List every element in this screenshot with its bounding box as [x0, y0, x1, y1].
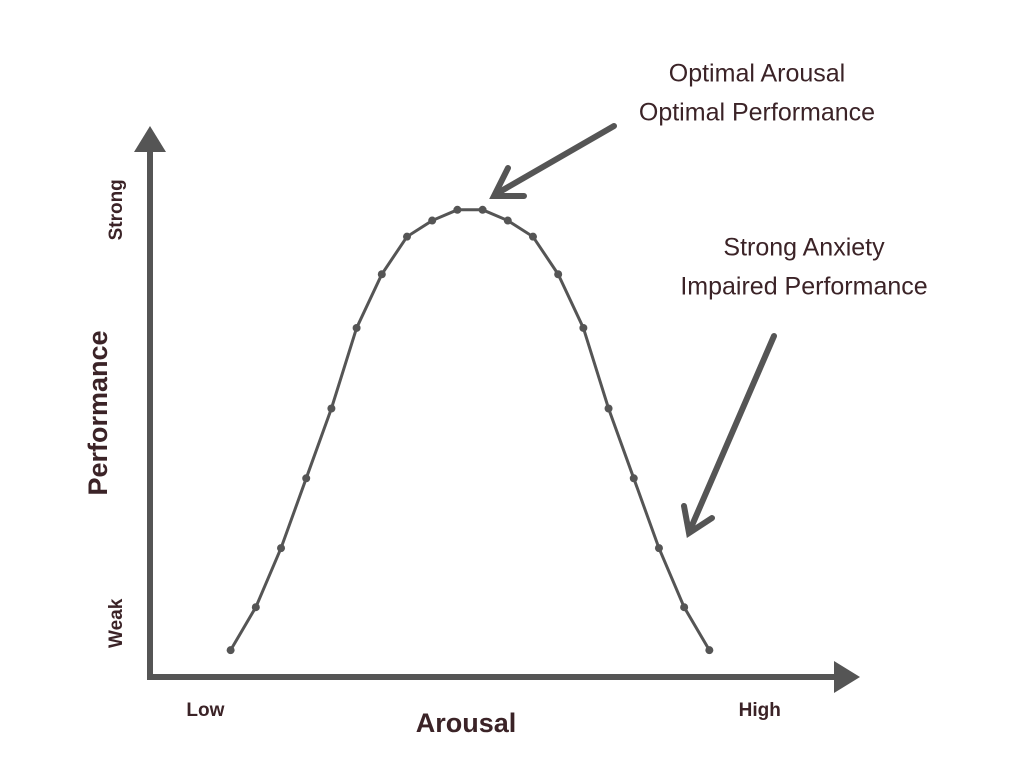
point — [680, 603, 689, 612]
point — [277, 544, 286, 553]
annotation: Optimal Performance — [639, 99, 875, 127]
annotation: Impaired Performance — [680, 273, 927, 301]
x-tick-label: Low — [186, 700, 224, 721]
point — [629, 474, 638, 483]
y-tick-label: Strong — [106, 179, 127, 240]
annotation: Strong Anxiety — [723, 234, 885, 262]
annotation-arrows — [489, 123, 777, 538]
point — [478, 205, 487, 214]
point — [402, 232, 411, 241]
point — [453, 205, 462, 214]
point — [352, 323, 361, 332]
point — [604, 404, 613, 413]
point — [377, 270, 386, 279]
arrow-head — [489, 165, 527, 199]
arrow-head — [681, 503, 715, 538]
y-axis-arrow — [134, 126, 166, 152]
point — [327, 404, 336, 413]
arrow-shaft — [493, 123, 617, 197]
point — [428, 216, 437, 225]
y-axis-label: Performance — [83, 330, 113, 495]
point — [503, 216, 512, 225]
x-axis-label: Arousal — [416, 708, 517, 738]
point — [226, 646, 235, 655]
point — [654, 544, 663, 553]
x-axis-arrow — [834, 661, 860, 693]
y-tick-label: Weak — [106, 598, 127, 648]
point — [528, 232, 537, 241]
point — [251, 603, 260, 612]
point — [579, 323, 588, 332]
annotation: Optimal Arousal — [669, 60, 845, 88]
arrow-shaft — [687, 333, 777, 533]
point — [302, 474, 311, 483]
x-tick-label: High — [739, 700, 781, 721]
point — [705, 646, 714, 655]
line — [229, 208, 711, 651]
point — [554, 270, 563, 279]
